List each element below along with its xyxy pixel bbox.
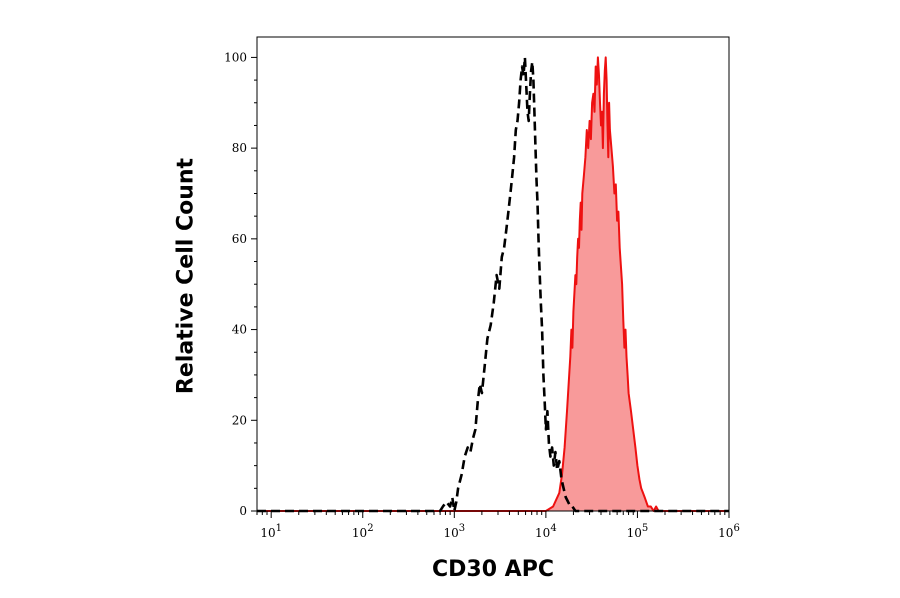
y-tick-label: 0 — [239, 504, 247, 518]
x-axis-title: CD30 APC — [432, 557, 554, 582]
y-axis: 0 20 40 60 80 100 — [224, 50, 257, 518]
x-tick-label: 106 — [718, 523, 740, 540]
y-axis-title: Relative Cell Count — [174, 157, 199, 394]
y-tick-label: 20 — [232, 413, 247, 427]
plot-frame — [256, 36, 730, 512]
x-tick-label: 103 — [443, 523, 465, 540]
x-tick-label: 104 — [535, 523, 557, 540]
series-layer — [257, 56, 729, 513]
x-tick-label: 101 — [260, 523, 282, 540]
x-tick-label: 102 — [352, 523, 374, 540]
x-tick-label: 105 — [627, 523, 649, 540]
y-tick-label: 80 — [232, 141, 247, 155]
y-tick-label: 100 — [224, 50, 247, 64]
stained-histogram-fill — [257, 57, 729, 512]
control-histogram-line — [257, 56, 729, 513]
y-tick-label: 60 — [232, 232, 247, 246]
stained-histogram-line — [257, 56, 729, 512]
y-tick-label: 40 — [232, 323, 247, 337]
x-axis: 101 102 103 104 105 106 — [256, 511, 740, 540]
